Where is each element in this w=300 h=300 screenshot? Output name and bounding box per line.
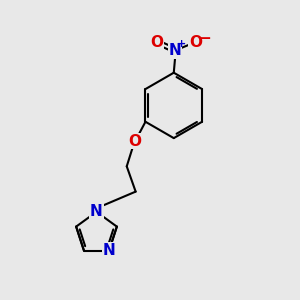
Text: O: O <box>129 134 142 148</box>
Text: N: N <box>169 43 182 58</box>
Text: O: O <box>150 34 163 50</box>
Text: O: O <box>189 34 202 50</box>
Text: +: + <box>177 39 186 49</box>
Text: N: N <box>103 243 116 258</box>
Text: N: N <box>90 204 103 219</box>
Text: −: − <box>199 31 212 46</box>
